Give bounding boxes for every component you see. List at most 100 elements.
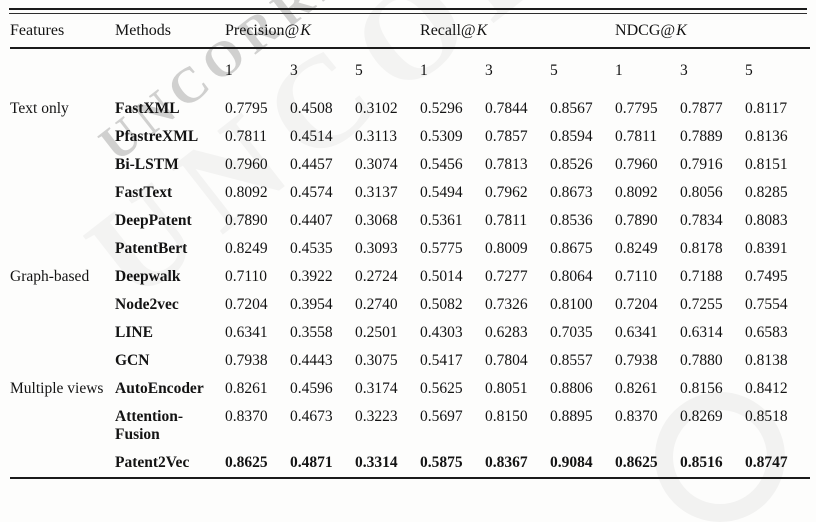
- value-cell: 0.8138: [745, 352, 788, 369]
- value-cell: 0.8092: [225, 184, 268, 201]
- method-cell: Node2vec: [115, 296, 179, 313]
- value-cell: 0.8412: [745, 380, 788, 397]
- value-cell: 0.7890: [615, 212, 658, 229]
- value-cell: 0.8117: [745, 100, 788, 117]
- value-cell: 0.7326: [485, 296, 528, 313]
- header-empty: [10, 48, 115, 95]
- features-cell: Text only: [10, 100, 69, 117]
- value-cell: 0.5875: [420, 454, 463, 471]
- method-cell: AutoEncoder: [115, 380, 204, 397]
- features-cell: [10, 291, 115, 319]
- value-cell: 0.8009: [485, 240, 528, 257]
- value-cell: 0.3954: [290, 296, 333, 313]
- table-row: LINE 0.6341 0.3558 0.2501 0.4303 0.6283 …: [10, 319, 810, 347]
- value-cell: 0.7255: [680, 296, 723, 313]
- value-cell: 0.8367: [485, 454, 528, 471]
- table-row: DeepPatent 0.7890 0.4407 0.3068 0.5361 0…: [10, 207, 810, 235]
- value-cell: 0.8625: [225, 454, 268, 471]
- table-top-rule: [9, 8, 807, 10]
- header-precision-k: K: [300, 22, 311, 39]
- table-row: Patent2Vec 0.8625 0.4871 0.3314 0.5875 0…: [10, 449, 810, 478]
- value-cell: 0.8518: [745, 408, 788, 425]
- method-cell: GCN: [115, 352, 150, 369]
- value-cell: 0.7110: [225, 268, 268, 285]
- value-cell: 0.8136: [745, 128, 788, 145]
- value-cell: 0.8536: [550, 212, 593, 229]
- method-cell: FastText: [115, 184, 173, 201]
- table-body: Text only FastXML 0.7795 0.4508 0.3102 0…: [10, 95, 810, 478]
- value-cell: 0.8675: [550, 240, 593, 257]
- k-header: 5: [745, 62, 753, 79]
- value-cell: 0.7554: [745, 296, 788, 313]
- features-cell: [10, 319, 115, 347]
- value-cell: 0.8156: [680, 380, 723, 397]
- features-cell: [10, 403, 115, 449]
- value-cell: 0.4574: [290, 184, 333, 201]
- header-empty: [115, 48, 225, 95]
- value-cell: 0.8673: [550, 184, 593, 201]
- features-cell: Graph-based: [10, 268, 90, 285]
- value-cell: 0.3075: [355, 352, 398, 369]
- value-cell: 0.8064: [550, 268, 593, 285]
- header-recall-at-k: Recall@K: [420, 7, 616, 49]
- method-cell: PfastreXML: [115, 128, 199, 145]
- value-cell: 0.8261: [615, 380, 658, 397]
- method-cell: FastXML: [115, 100, 180, 117]
- table-row: Text only FastXML 0.7795 0.4508 0.3102 0…: [10, 95, 810, 123]
- value-cell: 0.7204: [225, 296, 268, 313]
- k-header: 1: [615, 62, 623, 79]
- value-cell: 0.7938: [615, 352, 658, 369]
- k-header: 3: [680, 62, 688, 79]
- value-cell: 0.7813: [485, 156, 528, 173]
- header-ndcg-at-k: NDCG@K: [615, 7, 811, 49]
- value-cell: 0.8249: [225, 240, 268, 257]
- value-cell: 0.5697: [420, 408, 463, 425]
- value-cell: 0.8150: [485, 408, 528, 425]
- header-ndcg-k: K: [676, 22, 687, 39]
- value-cell: 0.7834: [680, 212, 723, 229]
- value-cell: 0.6314: [680, 324, 723, 341]
- features-cell: [10, 235, 115, 263]
- value-cell: 0.7804: [485, 352, 528, 369]
- value-cell: 0.5082: [420, 296, 463, 313]
- table-row: Node2vec 0.7204 0.3954 0.2740 0.5082 0.7…: [10, 291, 810, 319]
- value-cell: 0.8747: [745, 454, 788, 471]
- value-cell: 0.8391: [745, 240, 788, 257]
- value-cell: 0.8557: [550, 352, 593, 369]
- value-cell: 0.4535: [290, 240, 333, 257]
- value-cell: 0.7889: [680, 128, 723, 145]
- value-cell: 0.4508: [290, 100, 333, 117]
- value-cell: 0.8056: [680, 184, 723, 201]
- value-cell: 0.7916: [680, 156, 723, 173]
- value-cell: 0.7495: [745, 268, 788, 285]
- method-cell: DeepPatent: [115, 212, 192, 229]
- value-cell: 0.7844: [485, 100, 528, 117]
- value-cell: 0.3314: [355, 454, 398, 471]
- value-cell: 0.7960: [615, 156, 658, 173]
- value-cell: 0.5296: [420, 100, 463, 117]
- value-cell: 0.5014: [420, 268, 463, 285]
- value-cell: 0.8051: [485, 380, 528, 397]
- value-cell: 0.7811: [615, 128, 658, 145]
- value-cell: 0.6341: [615, 324, 658, 341]
- value-cell: 0.8285: [745, 184, 788, 201]
- value-cell: 0.4596: [290, 380, 333, 397]
- value-cell: 0.4514: [290, 128, 333, 145]
- table-row: Attention-Fusion 0.8370 0.4673 0.3223 0.…: [10, 403, 810, 449]
- value-cell: 0.8083: [745, 212, 788, 229]
- k-header: 1: [225, 62, 233, 79]
- value-cell: 0.8249: [615, 240, 658, 257]
- method-cell: Patent2Vec: [115, 454, 190, 471]
- header-row-groups: Features Methods Precision@K Recall@K ND…: [10, 7, 811, 49]
- value-cell: 0.6283: [485, 324, 528, 341]
- value-cell: 0.3093: [355, 240, 398, 257]
- features-cell: [10, 347, 115, 375]
- features-cell: [10, 207, 115, 235]
- table-row: Bi-LSTM 0.7960 0.4457 0.3074 0.5456 0.78…: [10, 151, 810, 179]
- value-cell: 0.8567: [550, 100, 593, 117]
- table-row: GCN 0.7938 0.4443 0.3075 0.5417 0.7804 0…: [10, 347, 810, 375]
- k-header: 1: [420, 62, 428, 79]
- value-cell: 0.7811: [485, 212, 528, 229]
- header-features: Features: [10, 7, 115, 49]
- value-cell: 0.2501: [355, 324, 398, 341]
